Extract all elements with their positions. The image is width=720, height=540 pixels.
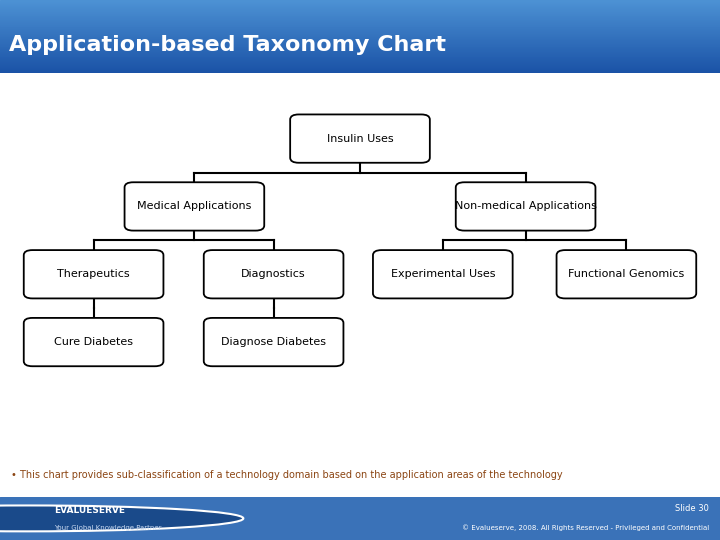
- Bar: [0, 13, 720, 14]
- Bar: [0, 48, 720, 49]
- Bar: [0, 26, 720, 28]
- Text: • This chart provides sub-classification of a technology domain based on the app: • This chart provides sub-classification…: [11, 470, 562, 480]
- Text: Slide 30: Slide 30: [675, 504, 709, 514]
- Bar: [0, 49, 720, 50]
- Bar: [0, 46, 720, 48]
- Bar: [0, 7, 720, 8]
- Text: Insulin Uses: Insulin Uses: [327, 133, 393, 144]
- FancyBboxPatch shape: [24, 250, 163, 299]
- Bar: [0, 3, 720, 4]
- Bar: [0, 72, 720, 73]
- Bar: [0, 19, 720, 20]
- Bar: [0, 51, 720, 52]
- Bar: [0, 29, 720, 30]
- Circle shape: [0, 505, 243, 531]
- Bar: [0, 39, 720, 40]
- Bar: [0, 36, 720, 37]
- Bar: [0, 31, 720, 32]
- Bar: [0, 14, 720, 15]
- Bar: [0, 43, 720, 44]
- Text: Non-medical Applications: Non-medical Applications: [454, 201, 597, 212]
- Bar: [0, 55, 720, 56]
- Bar: [0, 38, 720, 39]
- Bar: [0, 71, 720, 72]
- Bar: [0, 17, 720, 18]
- Bar: [0, 40, 720, 41]
- FancyBboxPatch shape: [24, 318, 163, 366]
- Bar: [0, 9, 720, 10]
- Bar: [0, 23, 720, 24]
- Bar: [0, 8, 720, 9]
- Bar: [0, 59, 720, 60]
- Bar: [0, 6, 720, 7]
- Bar: [0, 22, 720, 23]
- Bar: [0, 54, 720, 55]
- Bar: [0, 1, 720, 2]
- Bar: [0, 11, 720, 12]
- Bar: [0, 32, 720, 33]
- FancyBboxPatch shape: [204, 318, 343, 366]
- Bar: [0, 30, 720, 31]
- FancyBboxPatch shape: [557, 250, 696, 299]
- Bar: [0, 63, 720, 64]
- Text: Functional Genomics: Functional Genomics: [568, 269, 685, 279]
- Text: © Evalueserve, 2008. All Rights Reserved - Privileged and Confidential: © Evalueserve, 2008. All Rights Reserved…: [462, 524, 709, 531]
- Bar: [0, 24, 720, 25]
- Bar: [0, 68, 720, 69]
- Text: Cure Diabetes: Cure Diabetes: [54, 337, 133, 347]
- Text: Experimental Uses: Experimental Uses: [390, 269, 495, 279]
- Bar: [0, 66, 720, 68]
- Bar: [0, 12, 720, 13]
- Bar: [0, 10, 720, 11]
- Bar: [0, 15, 720, 16]
- Bar: [0, 50, 720, 51]
- Bar: [0, 2, 720, 3]
- Bar: [0, 61, 720, 62]
- Bar: [0, 60, 720, 61]
- FancyBboxPatch shape: [373, 250, 513, 299]
- Text: Diagnose Diabetes: Diagnose Diabetes: [221, 337, 326, 347]
- Bar: [0, 56, 720, 57]
- FancyBboxPatch shape: [125, 183, 264, 231]
- Bar: [0, 37, 720, 38]
- Bar: [0, 52, 720, 53]
- Bar: [0, 41, 720, 42]
- Bar: [0, 64, 720, 65]
- Bar: [0, 20, 720, 21]
- Text: Diagnostics: Diagnostics: [241, 269, 306, 279]
- Bar: [0, 25, 720, 26]
- Bar: [0, 44, 720, 45]
- Bar: [0, 42, 720, 43]
- Bar: [0, 33, 720, 35]
- Text: Application-based Taxonomy Chart: Application-based Taxonomy Chart: [9, 35, 446, 55]
- Bar: [0, 0, 720, 1]
- Bar: [0, 57, 720, 58]
- FancyBboxPatch shape: [204, 250, 343, 299]
- Bar: [0, 70, 720, 71]
- Text: Your Global Knowledge Partner: Your Global Knowledge Partner: [54, 525, 161, 531]
- Bar: [0, 28, 720, 29]
- Text: EVALUESERVE: EVALUESERVE: [54, 506, 125, 515]
- Bar: [0, 53, 720, 54]
- Bar: [0, 58, 720, 59]
- FancyBboxPatch shape: [290, 114, 430, 163]
- Bar: [0, 62, 720, 63]
- Text: Medical Applications: Medical Applications: [138, 201, 251, 212]
- Bar: [0, 69, 720, 70]
- Bar: [0, 35, 720, 36]
- Bar: [0, 16, 720, 17]
- Bar: [0, 45, 720, 46]
- Bar: [0, 5, 720, 6]
- Bar: [0, 65, 720, 66]
- Bar: [0, 4, 720, 5]
- FancyBboxPatch shape: [456, 183, 595, 231]
- Text: Therapeutics: Therapeutics: [58, 269, 130, 279]
- Bar: [0, 18, 720, 19]
- Bar: [0, 21, 720, 22]
